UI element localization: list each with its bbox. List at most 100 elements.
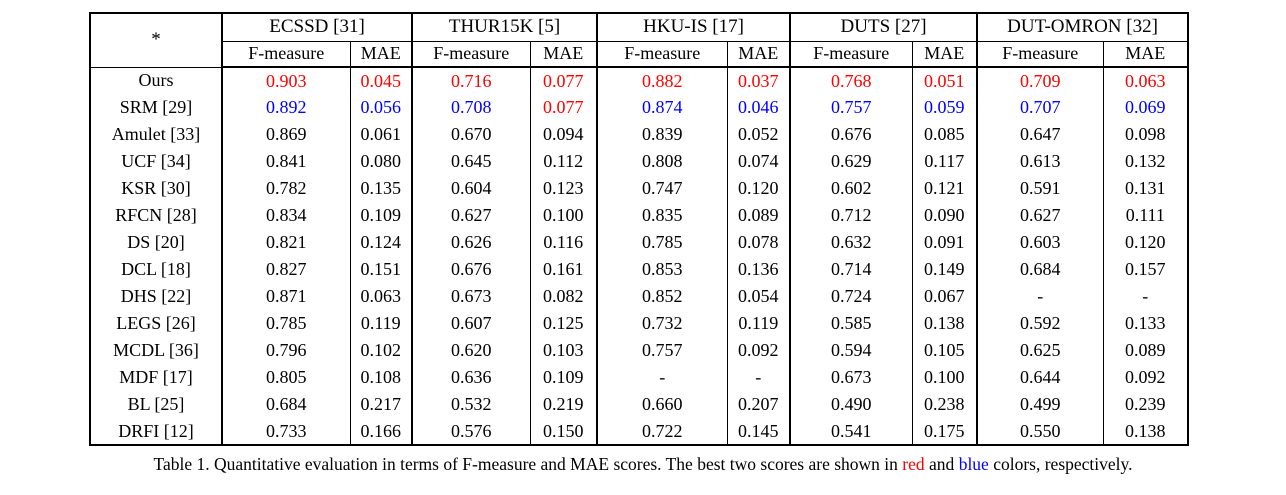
score-cell: 0.892 — [221, 94, 350, 121]
score-cell: 0.841 — [221, 148, 350, 175]
score-cell: 0.085 — [911, 121, 978, 148]
score-cell: 0.796 — [221, 337, 350, 364]
score-cell: 0.098 — [1102, 121, 1189, 148]
table-row: KSR [30] 0.782 0.135 0.604 0.123 0.747 0.120 0.… — [90, 175, 1189, 202]
score-cell: 0.138 — [1102, 418, 1189, 445]
table-row: RFCN [28] 0.834 0.109 0.627 0.100 0.835 0.089 0… — [90, 202, 1189, 229]
score-cell: 0.636 — [411, 364, 531, 391]
score-cell: 0.821 — [221, 229, 350, 256]
score-cell: 0.238 — [911, 391, 978, 418]
score-cell: 0.660 — [596, 391, 728, 418]
score-cell: 0.620 — [411, 337, 531, 364]
score-cell: 0.105 — [911, 337, 978, 364]
score-cell: 0.161 — [529, 256, 598, 283]
metric-header: F-measure — [411, 41, 531, 68]
metric-header: MAE — [349, 41, 413, 68]
score-cell: - — [726, 364, 791, 391]
score-cell: 0.835 — [596, 202, 728, 229]
score-cell: 0.131 — [1102, 175, 1189, 202]
score-cell: 0.094 — [529, 121, 598, 148]
caption-blue-word: blue — [958, 454, 989, 474]
header-row-datasets: * ECSSD [31] THUR15K [5] HKU-IS [17] DUTS [… — [90, 13, 1189, 68]
score-cell: 0.037 — [726, 67, 791, 94]
score-cell: 0.082 — [529, 283, 598, 310]
table-row: BL [25] 0.684 0.217 0.532 0.219 0.660 0.207 0.4… — [90, 391, 1189, 418]
score-cell: 0.125 — [529, 310, 598, 337]
score-cell: 0.080 — [349, 148, 413, 175]
score-cell: 0.603 — [976, 229, 1104, 256]
table-row: Ours 0.903 0.045 0.716 0.077 0.882 0.037 0.768 0… — [90, 67, 1189, 94]
score-cell: 0.499 — [976, 391, 1104, 418]
score-cell: 0.102 — [349, 337, 413, 364]
method-name: DHS [22] — [120, 286, 192, 306]
score-cell: 0.768 — [789, 67, 913, 94]
method-name: DS [20] — [127, 232, 185, 252]
method-name: Amulet [33] — [111, 124, 201, 144]
score-cell: 0.103 — [529, 337, 598, 364]
score-cell: 0.882 — [596, 67, 728, 94]
table-row: UCF [34] 0.841 0.080 0.645 0.112 0.808 0.074 0.… — [90, 148, 1189, 175]
score-cell: 0.733 — [221, 418, 350, 445]
score-cell: 0.089 — [726, 202, 791, 229]
score-cell: 0.757 — [789, 94, 913, 121]
score-cell: 0.709 — [976, 67, 1104, 94]
score-cell: 0.805 — [221, 364, 350, 391]
score-cell: 0.063 — [349, 283, 413, 310]
score-cell: 0.632 — [789, 229, 913, 256]
score-cell: 0.644 — [976, 364, 1104, 391]
method-name: BL [25] — [127, 394, 185, 414]
table-row: LEGS [26] 0.785 0.119 0.607 0.125 0.732 0.119 0… — [90, 310, 1189, 337]
score-cell: 0.869 — [221, 121, 350, 148]
score-cell: 0.078 — [726, 229, 791, 256]
dataset-header: DUT-OMRON [32] — [976, 13, 1189, 42]
caption-text: and — [924, 454, 959, 474]
score-cell: 0.607 — [411, 310, 531, 337]
score-cell: 0.091 — [911, 229, 978, 256]
score-cell: 0.120 — [1102, 229, 1189, 256]
score-cell: 0.903 — [221, 67, 350, 94]
score-cell: 0.604 — [411, 175, 531, 202]
score-cell: 0.124 — [349, 229, 413, 256]
score-cell: 0.585 — [789, 310, 913, 337]
score-cell: 0.089 — [1102, 337, 1189, 364]
score-cell: 0.112 — [529, 148, 598, 175]
metric-header: MAE — [1102, 41, 1189, 68]
metric-header: MAE — [726, 41, 791, 68]
score-cell: 0.626 — [411, 229, 531, 256]
score-cell: 0.092 — [1102, 364, 1189, 391]
score-cell: 0.647 — [976, 121, 1104, 148]
caption-text: Table 1. Quantitative evaluation in term… — [153, 454, 903, 474]
score-cell: 0.834 — [221, 202, 350, 229]
score-cell: 0.054 — [726, 283, 791, 310]
metric-header: F-measure — [976, 41, 1104, 68]
score-cell: 0.108 — [349, 364, 413, 391]
score-cell: 0.808 — [596, 148, 728, 175]
score-cell: 0.871 — [221, 283, 350, 310]
score-cell: 0.100 — [911, 364, 978, 391]
table-row: Amulet [33] 0.869 0.061 0.670 0.094 0.839 0.05… — [90, 121, 1189, 148]
score-cell: 0.724 — [789, 283, 913, 310]
score-cell: 0.602 — [789, 175, 913, 202]
method-name: LEGS [26] — [116, 313, 196, 333]
score-cell: 0.239 — [1102, 391, 1189, 418]
score-cell: 0.077 — [529, 94, 598, 121]
score-cell: 0.069 — [1102, 94, 1189, 121]
score-cell: 0.120 — [726, 175, 791, 202]
score-cell: 0.592 — [976, 310, 1104, 337]
table-row: DCL [18] 0.827 0.151 0.676 0.161 0.853 0.136 0.… — [90, 256, 1189, 283]
score-cell: - — [596, 364, 728, 391]
dataset-header: ECSSD [31] — [220, 13, 413, 42]
score-cell: 0.676 — [411, 256, 531, 283]
dataset-header: THUR15K [5] — [411, 13, 598, 42]
score-cell: 0.541 — [789, 418, 913, 445]
table-row: DS [20] 0.821 0.124 0.626 0.116 0.785 0.078 0.6… — [90, 229, 1189, 256]
dataset-header: HKU-IS [17] — [596, 13, 791, 42]
score-cell: 0.827 — [221, 256, 350, 283]
score-cell: 0.576 — [411, 418, 531, 445]
score-cell: 0.684 — [221, 391, 350, 418]
table-row: DHS [22] 0.871 0.063 0.673 0.082 0.852 0.054 0.… — [90, 283, 1189, 310]
score-cell: 0.132 — [1102, 148, 1189, 175]
method-name: KSR [30] — [121, 178, 191, 198]
score-cell: 0.067 — [911, 283, 978, 310]
table-caption: Table 1. Quantitative evaluation in term… — [0, 453, 1286, 476]
